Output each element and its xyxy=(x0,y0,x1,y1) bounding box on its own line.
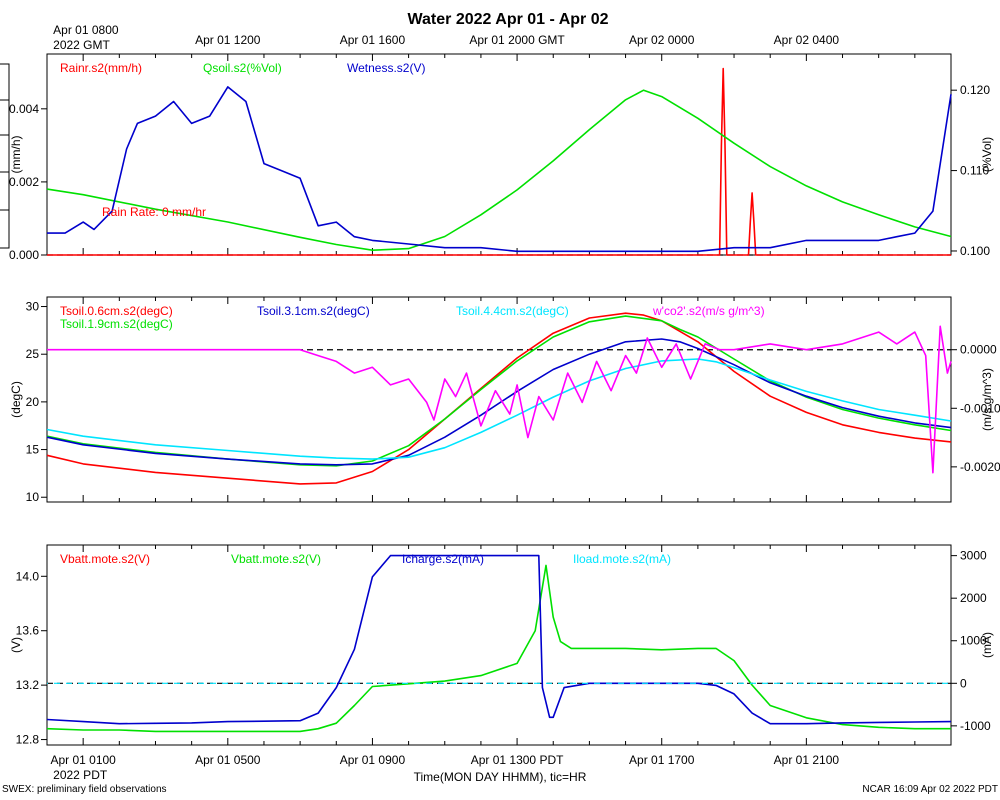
left-tick-label: 10 xyxy=(26,490,40,504)
top-axis-label: Apr 02 0400 xyxy=(774,33,840,47)
series-w-co2-s2 xyxy=(47,325,952,474)
bottom-axis-label: Apr 01 0500 xyxy=(195,753,261,767)
series-tsoil-4-4cm-s2 xyxy=(46,358,952,460)
top-axis-label: Apr 02 0000 xyxy=(629,33,695,47)
right-tick-label: 0.0000 xyxy=(960,343,997,357)
top-axis-label: Apr 01 1200 xyxy=(195,33,261,47)
footer-left: SWEX: preliminary field observations xyxy=(2,784,167,795)
bottom-axis-label-year: 2022 PDT xyxy=(53,768,108,782)
top-axis-label: Apr 01 0800 xyxy=(53,23,119,37)
x-axis-label: Time(MON DAY HHMM), tic=HR xyxy=(414,770,587,784)
top-axis-label: Apr 01 1600 xyxy=(340,33,406,47)
left-tick-label: 14.0 xyxy=(16,569,40,583)
bottom-axis-label: Apr 01 1700 xyxy=(629,753,695,767)
panel-3: 12.8 13.2 13.6 14.0 -1000 0 1000 2000 3000 (V) (mA… xyxy=(9,544,994,747)
right-tick-label: 0.110 xyxy=(960,164,989,178)
legend-entry: Tsoil.0.6cm.s2(degC) xyxy=(60,304,173,318)
legend-entry: Tsoil.1.9cm.s2(degC) xyxy=(60,317,173,331)
bottom-axis-label: Apr 01 2100 xyxy=(774,753,840,767)
panel-2: 10 15 20 25 30 -0.0020 -0.0010 0.0000 (degC) (m/s… xyxy=(9,296,1000,504)
right-tick-label: 3000 xyxy=(960,549,987,563)
series-icharge-s2 xyxy=(46,554,952,725)
panel-frame xyxy=(46,53,952,256)
right-tick-label: 2000 xyxy=(960,591,987,605)
right-tick-label: -1000 xyxy=(960,719,991,733)
legend-entry: Vbatt.mote.s2(V) xyxy=(60,552,150,566)
left-axis-label: (V) xyxy=(9,637,23,653)
series-tsoil-3-1cm-s2 xyxy=(46,338,952,466)
left-tick-label: 20 xyxy=(26,395,40,409)
bottom-axis-label: Apr 01 1300 PDT xyxy=(471,753,564,767)
left-tick-label: 0.000 xyxy=(9,248,39,262)
panels: 0.000 0.002 0.004 0.100 0.110 0.120 (mm/h) (%Vo… xyxy=(0,53,1000,747)
footer-right: NCAR 16:09 Apr 02 2022 PDT xyxy=(862,784,998,795)
left-tick-label: 25 xyxy=(26,347,40,361)
legend-entry: Qsoil.s2(%Vol) xyxy=(203,61,282,75)
right-tick-label: -0.0020 xyxy=(960,460,1000,474)
legend-entry: Tsoil.3.1cm.s2(degC) xyxy=(257,304,370,318)
legend-entry: Wetness.s2(V) xyxy=(347,61,425,75)
series-tsoil-1-9cm-s2 xyxy=(46,315,952,467)
legend-entry: Iload.mote.s2(mA) xyxy=(573,552,671,566)
right-tick-label: 0.100 xyxy=(960,244,990,258)
left-tick-label: 13.2 xyxy=(16,678,40,692)
right-axis-label: (m/s g/m^3) xyxy=(980,368,994,431)
right-axis-label: (%Vol) xyxy=(980,137,994,172)
legend-entry: Icharge.s2(mA) xyxy=(402,552,484,566)
right-tick-label: 0.120 xyxy=(960,83,990,97)
bottom-axis-label: Apr 01 0100 xyxy=(50,753,116,767)
legend-entry: w'co2'.s2(m/s g/m^3) xyxy=(652,304,765,318)
legend-entry: Tsoil.4.4cm.s2(degC) xyxy=(456,304,569,318)
right-tick-label: 0 xyxy=(960,676,967,690)
left-tick-label: 30 xyxy=(26,300,40,314)
left-edge-box xyxy=(0,63,10,249)
right-axis-label: (mA) xyxy=(980,632,994,658)
series-wetness-s2 xyxy=(47,86,952,253)
series-rainr-s2 xyxy=(47,67,951,256)
bottom-axis-label: Apr 01 0900 xyxy=(340,753,406,767)
series-vbatt-mote-s2 xyxy=(46,564,951,733)
series-qsoil-s2 xyxy=(46,89,952,251)
left-tick-label: 15 xyxy=(26,443,40,457)
right-tick-label: -0.0010 xyxy=(960,401,1000,415)
left-tick-label: 13.6 xyxy=(16,624,40,638)
right-tick-label: 1000 xyxy=(960,634,987,648)
panel-1: 0.000 0.002 0.004 0.100 0.110 0.120 (mm/h) (%Vo… xyxy=(9,53,994,262)
left-axis-label: (mm/h) xyxy=(9,136,23,174)
left-tick-label: 12.8 xyxy=(16,733,40,747)
left-tick-label: 0.004 xyxy=(9,102,39,116)
panel-frame xyxy=(46,544,952,746)
left-axis-label: (degC) xyxy=(9,381,23,418)
annotation: Rain Rate: 0 mm/hr xyxy=(102,205,206,219)
top-axis-label-year: 2022 GMT xyxy=(53,38,110,52)
legend-entry: Vbatt.mote.s2(V) xyxy=(231,552,321,566)
series-tsoil-0-6cm-s2 xyxy=(46,312,952,485)
left-tick-label: 0.002 xyxy=(9,175,39,189)
legend-entry: Rainr.s2(mm/h) xyxy=(60,61,142,75)
top-axis-label: Apr 01 2000 GMT xyxy=(469,33,565,47)
panel-frame xyxy=(46,296,952,503)
chart-title: Water 2022 Apr 01 - Apr 02 xyxy=(408,11,609,28)
